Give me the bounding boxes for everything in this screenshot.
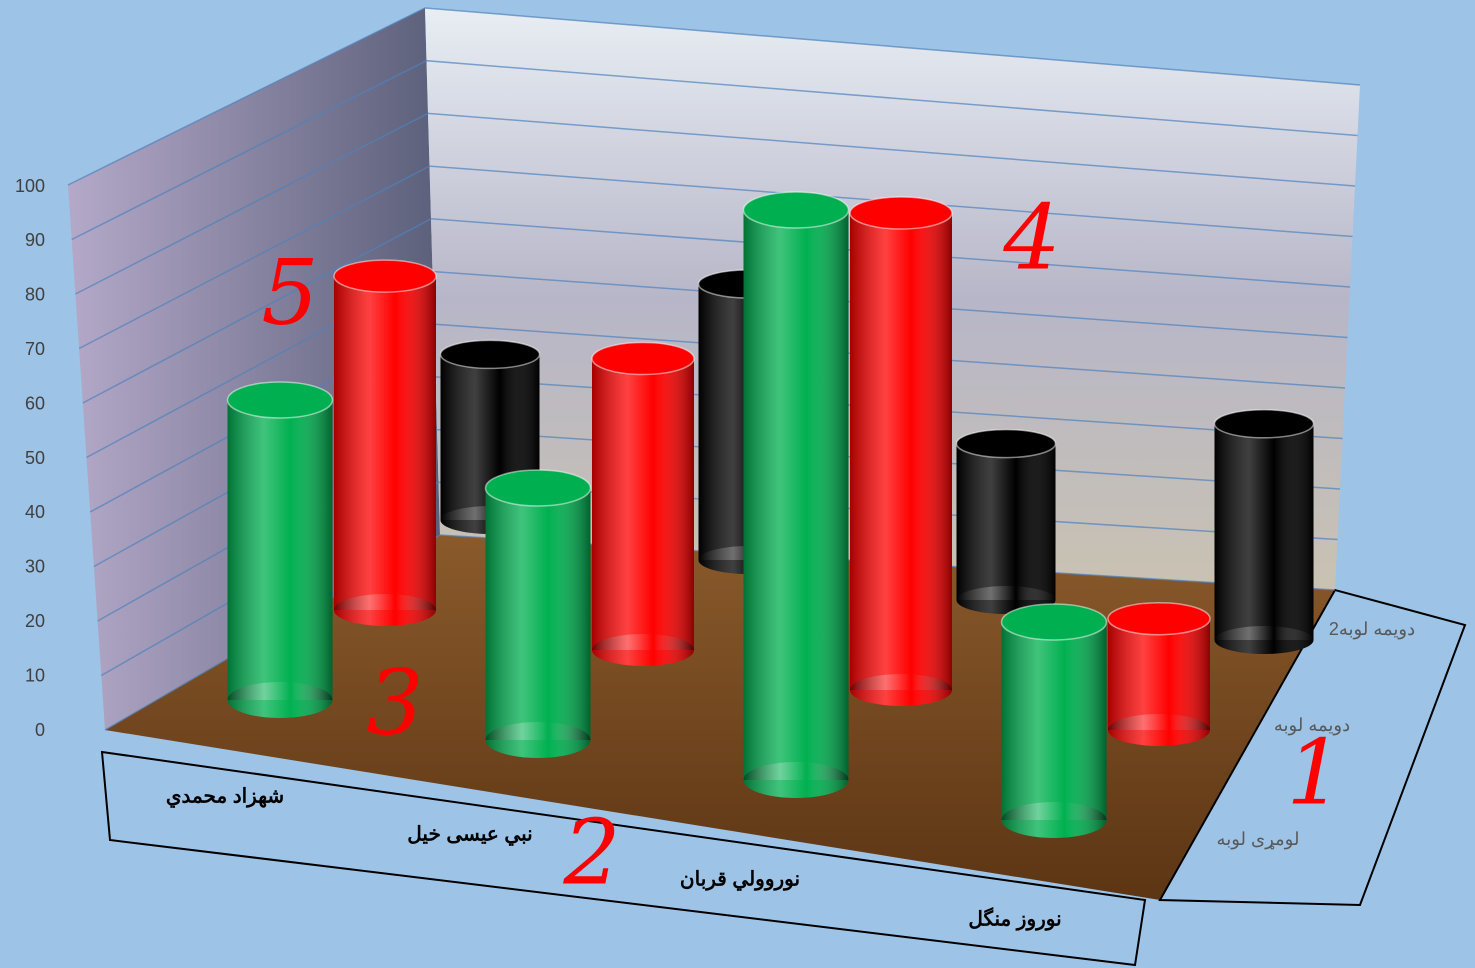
cylinder-top xyxy=(591,341,695,376)
grid-line xyxy=(67,7,1361,186)
category-label: شهزاد محمدي xyxy=(166,785,284,808)
series-label: دويمه لوبه2 xyxy=(1329,619,1415,640)
cylinder-top xyxy=(955,428,1057,459)
annotation: 3 xyxy=(366,650,423,755)
cylinder-shade xyxy=(1108,618,1210,730)
cylinder-shade xyxy=(485,488,591,740)
cylinder xyxy=(439,339,541,534)
cylinder-shade xyxy=(1001,622,1107,820)
category-label: نبي عيسى خيل xyxy=(407,823,532,846)
cylinder xyxy=(226,381,334,718)
annotation: 1 xyxy=(1286,720,1343,825)
annotation: 2 xyxy=(562,800,620,905)
cylinder xyxy=(333,259,437,626)
y-tick-label: 90 xyxy=(25,230,45,250)
grid-line xyxy=(75,112,1356,295)
grid-line xyxy=(78,165,1353,350)
cylinder xyxy=(742,191,850,798)
cylinder xyxy=(484,469,592,758)
cylinder-top xyxy=(1107,601,1211,636)
y-tick-label: 40 xyxy=(25,502,45,522)
cylinder-top xyxy=(849,196,953,230)
y-tick-label: 20 xyxy=(25,611,45,631)
y-tick-label: 100 xyxy=(15,176,45,196)
cylinder xyxy=(591,341,695,666)
cylinder-top xyxy=(333,259,437,293)
cylinder-shade xyxy=(850,213,952,690)
grid-line xyxy=(71,59,1358,241)
y-tick-label: 60 xyxy=(25,393,45,413)
annotation: 4 xyxy=(1002,185,1060,290)
cylinder xyxy=(849,196,953,706)
y-tick-label: 80 xyxy=(25,285,45,305)
cylinder-shade xyxy=(743,210,849,780)
cylinder xyxy=(1213,409,1315,654)
cylinder-top xyxy=(742,191,850,229)
category-label: نوروز منگل xyxy=(968,906,1061,931)
series-label: لومړی لوبه xyxy=(1217,829,1300,850)
y-tick-label: 0 xyxy=(35,720,45,740)
cylinder-top xyxy=(226,381,334,419)
cylinder-shade xyxy=(956,443,1056,600)
y-tick-label: 70 xyxy=(25,339,45,359)
series-label: دويمه لوبه xyxy=(1274,715,1350,736)
cylinder-top xyxy=(484,469,592,507)
y-tick-label: 10 xyxy=(25,665,45,685)
cylinder-shade xyxy=(334,276,436,610)
cylinder-shade xyxy=(1214,423,1314,640)
category-label: نوروولي قربان xyxy=(680,868,800,891)
y-tick-label: 50 xyxy=(25,448,45,468)
annotation: 5 xyxy=(261,240,318,345)
cylinder xyxy=(1107,601,1211,746)
cylinder-top xyxy=(439,339,541,370)
series-axis-box xyxy=(1158,588,1467,907)
cylinder-shade xyxy=(592,358,694,650)
category-axis-box xyxy=(100,750,1147,967)
y-tick-label: 30 xyxy=(25,557,45,577)
cylinder-top xyxy=(1000,603,1108,641)
cylinder-top xyxy=(1213,409,1315,439)
cylinder-shade xyxy=(227,400,333,700)
cylinder xyxy=(1000,603,1108,838)
cylinder xyxy=(955,428,1057,614)
grid-line xyxy=(82,218,1351,404)
